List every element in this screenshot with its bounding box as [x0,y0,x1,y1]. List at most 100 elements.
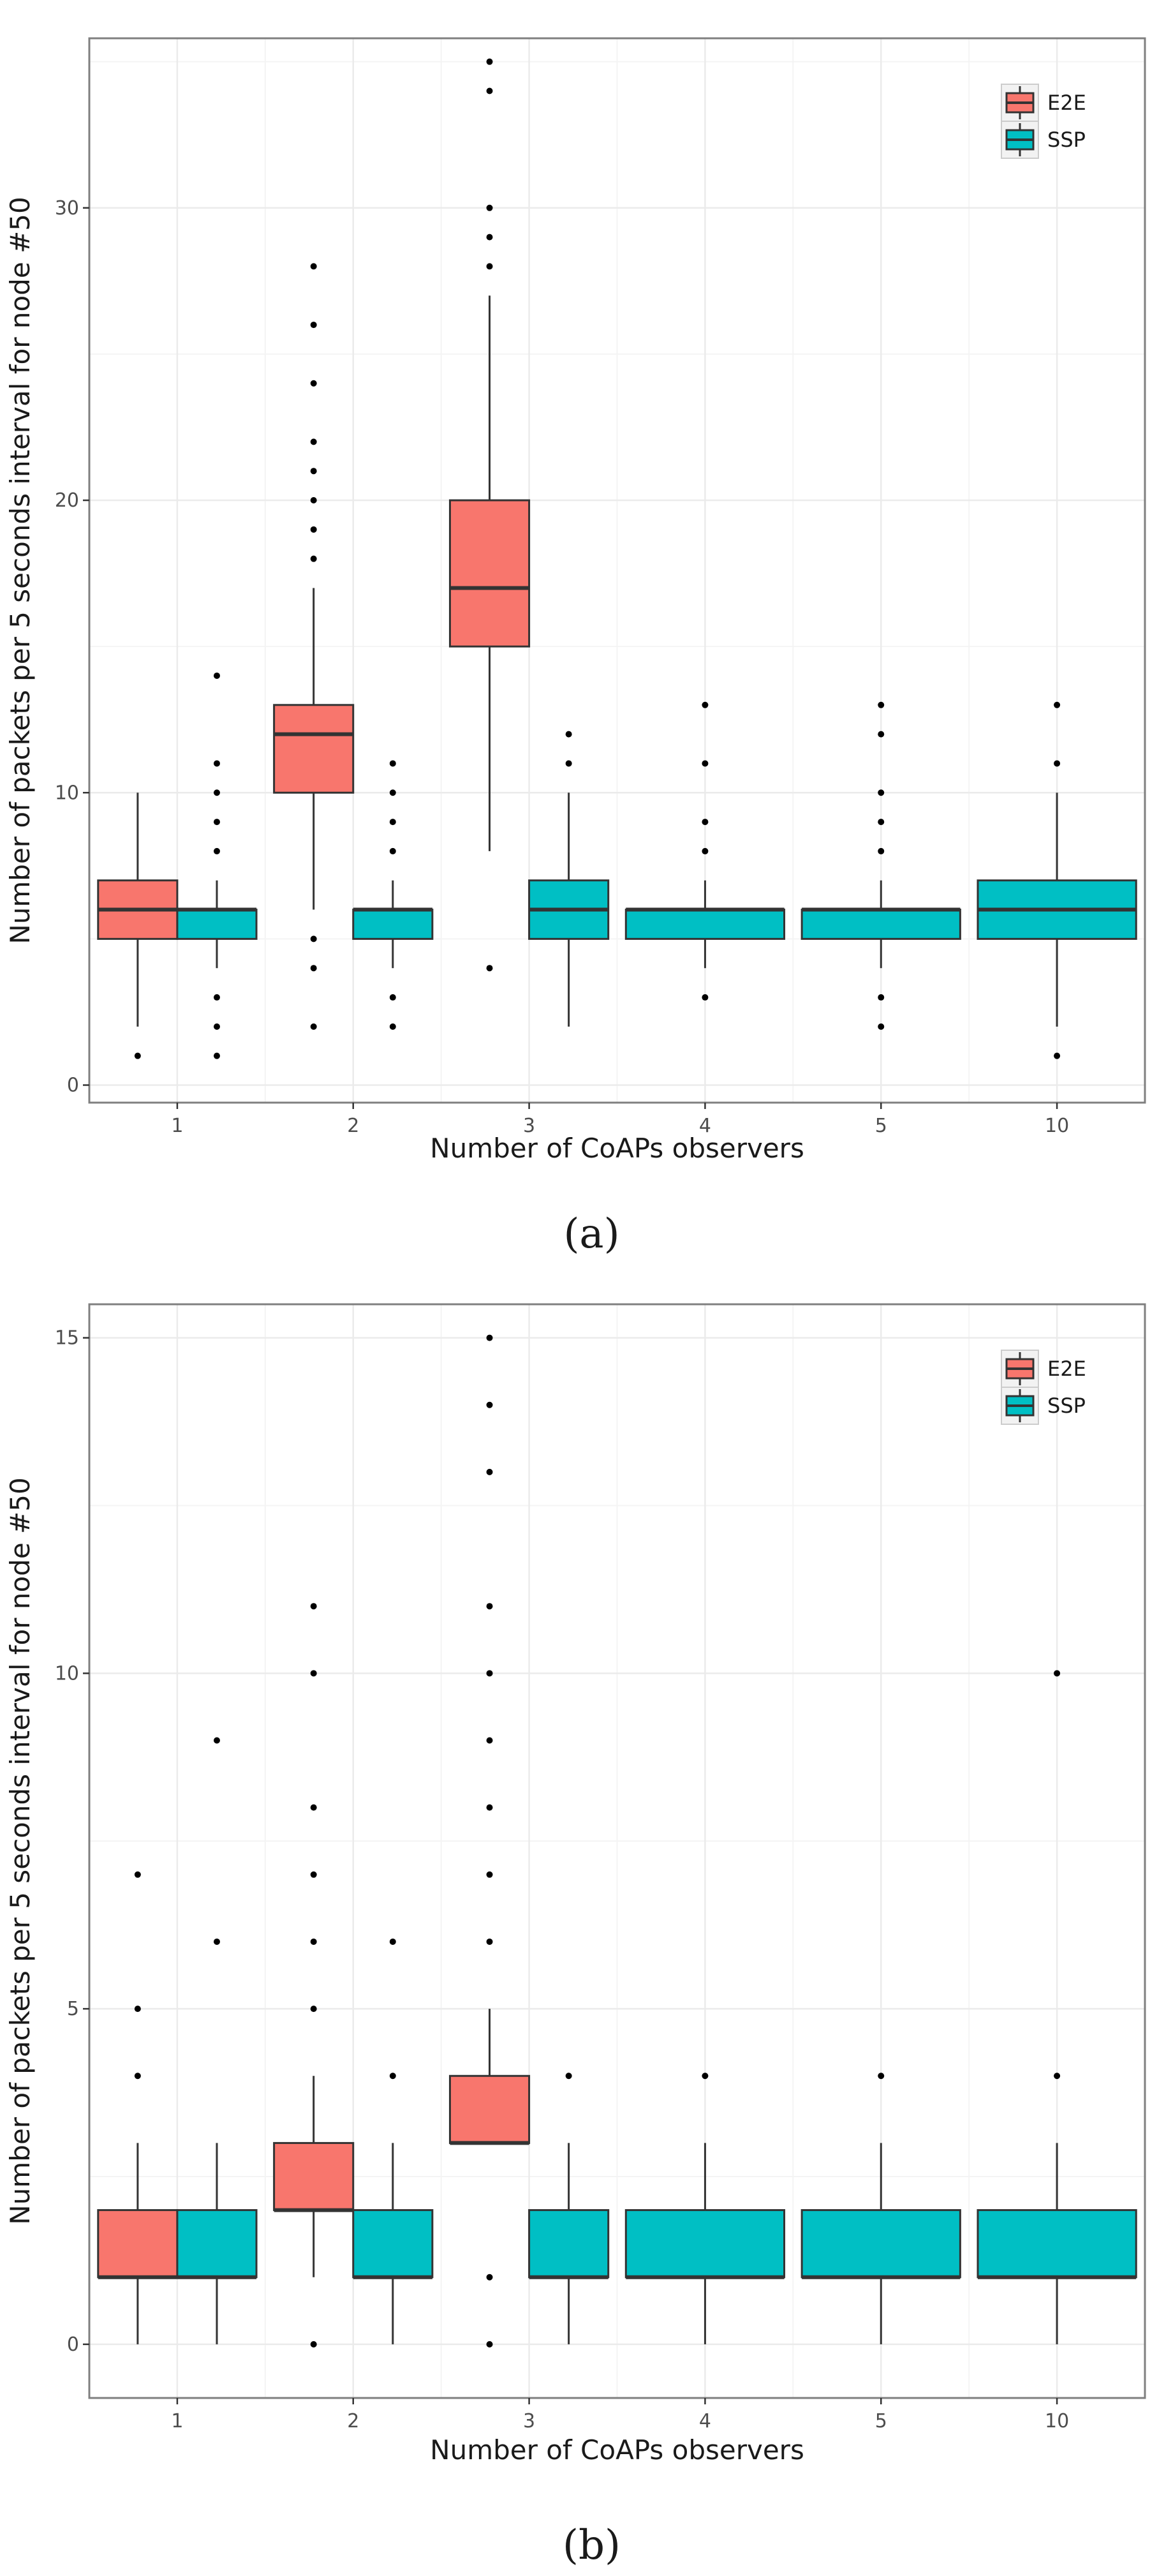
box-iqr [352,909,434,940]
x-tick-label: 5 [875,2410,887,2432]
outlier-point [486,58,493,65]
ssp-box-4 [624,701,786,1001]
e2e-box-1 [97,793,179,1059]
outlier-point [310,935,317,942]
outlier-point [878,731,885,738]
x-tick-label: 3 [523,1115,535,1137]
outlier-point [310,1804,317,1811]
e2e-box-3 [448,58,531,972]
outlier-point [389,1938,396,1945]
outlier-point [310,380,317,387]
outlier-point [310,322,317,329]
ssp-box-1 [176,1737,258,2344]
outlier-point [486,965,493,972]
outlier-point [213,819,220,826]
outlier-point [702,994,709,1001]
legend-label-ssp: SSP [1047,1394,1086,1418]
outlier-point [310,263,317,270]
outlier-point [878,701,885,708]
outlier-point [878,847,885,854]
y-axis-title: Number of packets per 5 seconds interval… [4,1477,36,2224]
x-axis-title: Number of CoAPs observers [430,2434,804,2466]
ssp-box-10 [977,701,1137,1059]
outlier-point [213,1737,220,1744]
box-iqr [273,704,355,794]
e2e-box-3 [448,1334,531,2348]
y-tick-label: 30 [55,197,79,220]
x-tick-label: 4 [699,1115,711,1137]
outlier-point [486,1670,493,1677]
outlier-point [310,1938,317,1945]
legend: E2E SSP [1001,1350,1086,1425]
outlier-point [310,468,317,475]
outlier-point [213,1938,220,1945]
e2e-box-1 [97,1871,179,2344]
outlier-point [702,701,709,708]
box-iqr [977,2209,1137,2279]
y-axis-title: Number of packets per 5 seconds interval… [4,197,36,944]
x-tick-label: 1 [171,1115,183,1137]
outlier-point [310,1023,317,1030]
legend: E2E SSP [1001,84,1086,159]
box-iqr [528,2209,610,2279]
ssp-box-1 [176,672,258,1059]
x-tick-label: 1 [171,2410,183,2432]
outlier-point [389,847,396,854]
outlier-point [486,1938,493,1945]
x-tick-label: 4 [699,2410,711,2432]
outlier-point [1054,701,1061,708]
legend-label-e2e: E2E [1047,91,1086,115]
outlier-point [565,2073,572,2080]
outlier-point [702,819,709,826]
x-tick-label: 10 [1045,1115,1069,1137]
x-tick-label: 2 [347,1115,359,1137]
outlier-point [878,819,885,826]
x-axis-title: Number of CoAPs observers [430,1133,804,1164]
outlier-point [213,847,220,854]
outlier-point [134,1871,141,1878]
outlier-point [213,760,220,767]
outlier-point [310,2006,317,2013]
outlier-point [310,1670,317,1677]
y-tick-label: 5 [67,1998,79,2020]
outlier-point [310,438,317,445]
outlier-point [878,789,885,796]
outlier-point [310,497,317,504]
outlier-point [389,789,396,796]
panel-border [88,37,1146,1104]
y-tick-label: 20 [55,489,79,512]
outlier-point [134,2073,141,2080]
outlier-point [486,87,493,94]
outlier-point [310,555,317,562]
box-iqr [800,909,961,940]
outlier-point [878,994,885,1001]
outlier-point [310,526,317,533]
outlier-point [878,1023,885,1030]
x-tick-label: 10 [1045,2410,1069,2432]
box-iqr [448,2074,531,2144]
outlier-point [486,1468,493,1475]
panel-border [88,1303,1146,2399]
outlier-point [310,2341,317,2348]
legend-label-e2e: E2E [1047,1357,1086,1381]
x-tick-label: 2 [347,2410,359,2432]
box-iqr [176,909,258,940]
box-iqr [448,499,531,648]
x-tick-label: 5 [875,1115,887,1137]
y-tick-label: 0 [67,1075,79,1097]
e2e-box-2 [273,1603,355,2348]
outlier-point [310,1871,317,1878]
outlier-point [389,994,396,1001]
outlier-point [213,1052,220,1059]
outlier-point [213,672,220,679]
outlier-point [702,760,709,767]
box-iqr [624,909,786,940]
ssp-box-5 [800,701,961,1030]
outlier-point [389,1023,396,1030]
x-tick-label: 3 [523,2410,535,2432]
outlier-point [1054,1670,1061,1677]
ssp-box-5 [800,2073,961,2344]
outlier-point [134,1052,141,1059]
figure-caption: (b) [563,2522,621,2569]
